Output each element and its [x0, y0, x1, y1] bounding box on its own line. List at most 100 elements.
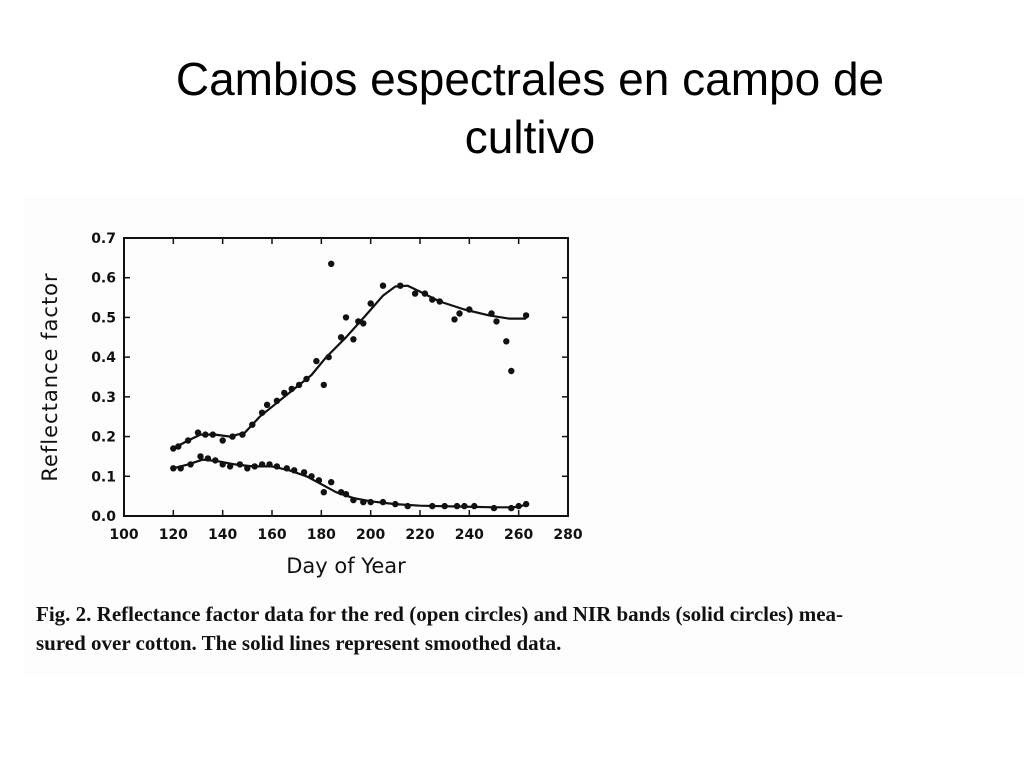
nir-data-point: [522, 312, 530, 319]
x-tick-label: 180: [307, 527, 336, 543]
y-tick-label: 0.0: [91, 509, 116, 525]
red-data-point: [360, 498, 367, 506]
red-data-point: [244, 465, 251, 472]
red-data-point: [461, 502, 468, 510]
x-tick-label: 200: [356, 527, 385, 543]
nir-data-point: [288, 385, 295, 393]
nir-smoothed-line: [172, 284, 527, 450]
red-data-point: [273, 463, 281, 470]
red-data-point: [258, 461, 266, 468]
nir-data-point: [273, 397, 281, 404]
red-data-point: [337, 489, 345, 496]
x-tick-label: 280: [553, 527, 582, 543]
nir-data-point: [328, 260, 335, 267]
x-tick-label: 220: [405, 527, 434, 543]
red-data-point: [328, 479, 335, 486]
red-data-point: [170, 465, 177, 472]
red-data-point: [508, 504, 515, 512]
nir-data-point: [350, 336, 357, 343]
red-data-point: [204, 455, 212, 462]
x-tick-label: 140: [208, 527, 237, 543]
red-data-point: [266, 461, 273, 468]
y-tick-label: 0.5: [91, 310, 116, 326]
red-data-point: [453, 502, 461, 510]
red-data-point: [197, 453, 204, 460]
red-data-point: [392, 500, 399, 508]
nir-data-point: [379, 282, 387, 289]
red-data-point: [404, 502, 411, 510]
nir-data-point: [295, 381, 303, 389]
red-smoothed-line: [173, 458, 527, 509]
red-data-point: [379, 498, 387, 506]
nir-data-point: [397, 282, 404, 289]
red-data-point: [308, 473, 315, 480]
x-axis-label: Day of Year: [286, 554, 406, 578]
nir-data-point: [342, 314, 350, 321]
nir-data-point: [229, 433, 236, 440]
red-data-point: [441, 502, 448, 510]
y-tick-label: 0.2: [91, 430, 116, 446]
nir-data-point: [325, 353, 332, 361]
y-tick-label: 0.6: [91, 271, 116, 287]
nir-data-point: [411, 290, 419, 297]
red-data-point: [226, 463, 234, 470]
red-data-point: [367, 498, 374, 506]
y-axis: 0.0 0.1 0.2 0.3 0.4 0.5 0.6 0.7: [91, 231, 568, 525]
x-tick-label: 160: [257, 527, 286, 543]
reflectance-chart: 100 120 140 160 180 200 220 240 260 280 0.0 0.1 0.2…: [38, 231, 583, 578]
y-axis-label: Reflectance factor: [38, 272, 62, 481]
figure-image: [24, 196, 1024, 674]
nir-data-point: [202, 431, 209, 438]
nir-data-point: [184, 437, 192, 444]
figure-caption: Fig. 2. Reflectance factor data for the …: [36, 600, 1024, 658]
series-layer: [170, 260, 530, 512]
x-tick-label: 100: [109, 527, 138, 543]
nir-data-point: [175, 443, 182, 450]
caption-line-1: Fig. 2. Reflectance factor data for the …: [36, 602, 844, 626]
nir-data-point: [281, 389, 288, 397]
nir-data-point: [367, 300, 374, 307]
red-data-point: [300, 469, 308, 476]
nir-data-point: [249, 421, 256, 428]
red-data-point: [490, 504, 498, 512]
nir-data-point: [493, 318, 500, 325]
nir-data-point: [258, 409, 266, 416]
slide-title-line-2: cultivo: [464, 111, 596, 163]
x-axis: 100 120 140 160 180 200 220 240 260 280: [109, 238, 583, 543]
red-data-point: [315, 477, 323, 484]
slide-title-line-1: Cambios espectrales en campo de: [175, 53, 885, 105]
nir-data-point: [360, 320, 367, 327]
red-data-point: [212, 457, 219, 464]
red-data-point: [177, 465, 184, 472]
nir-data-point: [503, 338, 510, 345]
nir-data-point: [456, 310, 463, 317]
nir-data-point: [337, 334, 345, 341]
red-data-point: [522, 500, 530, 508]
y-tick-label: 0.7: [91, 231, 116, 247]
nir-data-point: [194, 429, 202, 436]
nir-data-point: [320, 381, 327, 389]
nir-data-point: [466, 306, 473, 313]
y-tick-label: 0.4: [91, 350, 116, 366]
nir-data-point: [421, 290, 429, 297]
red-data-point: [471, 502, 478, 510]
nir-data-point: [508, 367, 515, 375]
red-data-point: [291, 467, 298, 474]
red-data-point: [251, 463, 258, 470]
nir-data-point: [209, 431, 216, 438]
red-data-point: [283, 465, 290, 472]
nir-data-point: [303, 375, 310, 383]
nir-data-point: [488, 310, 495, 317]
y-tick-label: 0.3: [91, 390, 116, 406]
caption-line-2: sured over cotton. The solid lines repre…: [36, 631, 562, 655]
nir-data-point: [239, 431, 246, 438]
red-data-point: [219, 461, 226, 468]
nir-data-point: [313, 357, 320, 365]
plot-frame: [123, 237, 569, 517]
red-data-point: [342, 491, 350, 498]
nir-data-point: [451, 316, 458, 323]
red-data-point: [236, 461, 244, 468]
red-data-point: [350, 496, 357, 504]
nir-data-point: [170, 445, 177, 452]
nir-data-point: [429, 296, 436, 303]
